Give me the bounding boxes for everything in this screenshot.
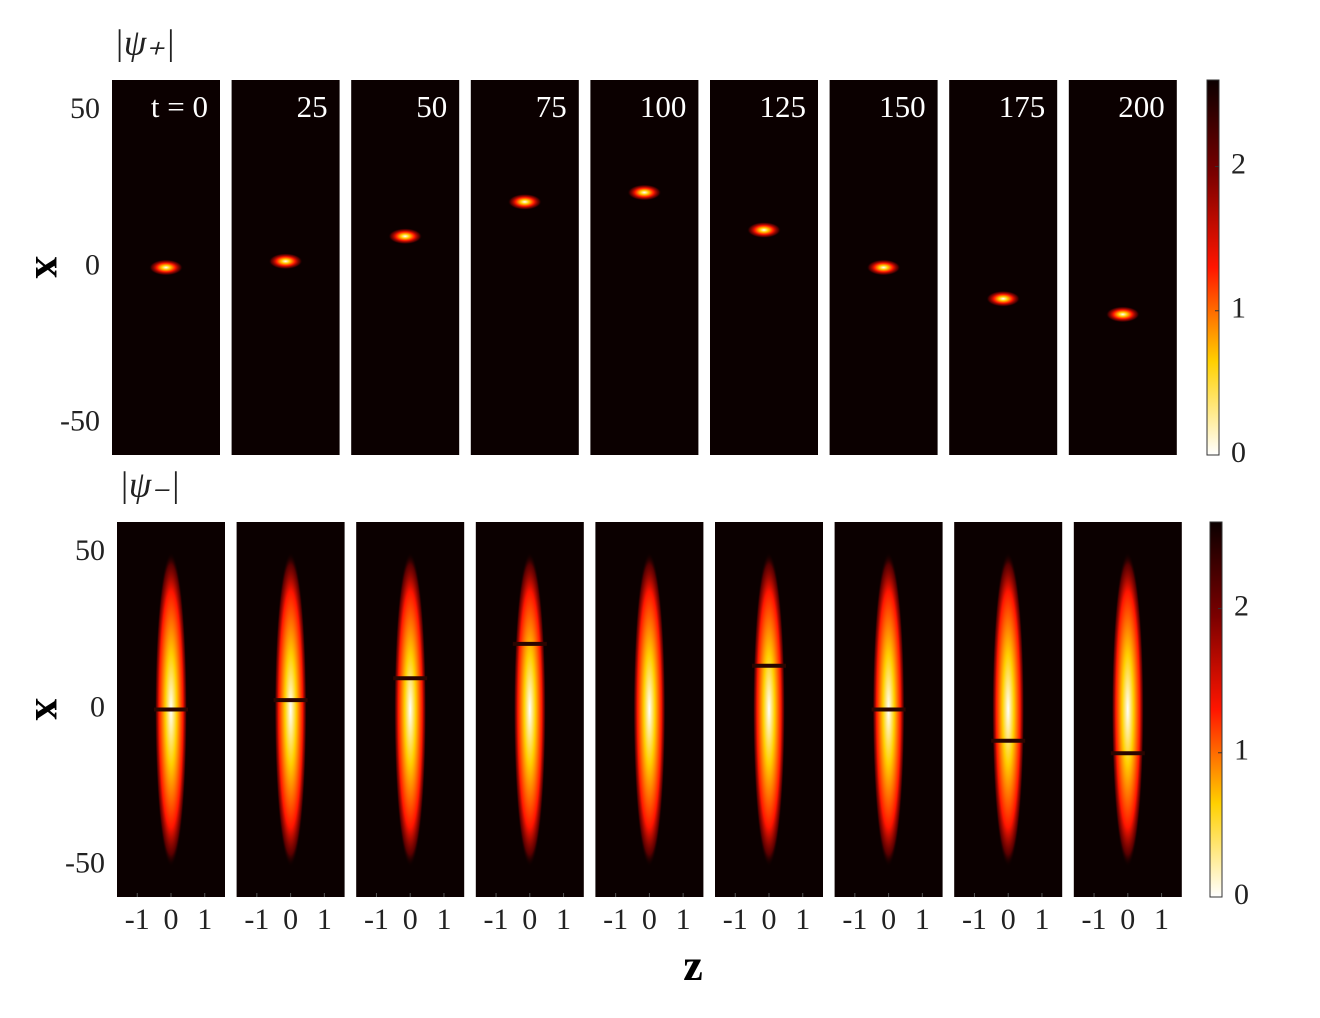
x-tick-label: 0: [1001, 903, 1016, 936]
panel-label: t = 0: [151, 89, 208, 124]
heatmap-panel: [1068, 80, 1177, 455]
colorbar: [1209, 521, 1223, 898]
panel-label: 75: [536, 89, 567, 124]
heatmap-panel: [351, 80, 460, 455]
x-tick-label: 0: [1120, 903, 1135, 936]
y-axis-label: x: [26, 257, 75, 279]
bright-soliton: [986, 290, 1021, 307]
panel-label: 200: [1118, 89, 1165, 124]
bright-soliton: [268, 253, 303, 270]
panel-label: 150: [879, 89, 926, 124]
x-tick-label: 1: [556, 903, 571, 936]
bright-soliton: [866, 259, 901, 276]
x-tick-label: -1: [1082, 903, 1107, 936]
background-band: [992, 552, 1025, 867]
colorbar-tick-label: 1: [1231, 292, 1246, 325]
panel-title: |ψ₋|: [119, 464, 180, 504]
y-tick-label: 0: [85, 248, 100, 281]
dark-soliton: [273, 698, 308, 703]
x-tick-label: 0: [164, 903, 179, 936]
x-tick-label: -1: [842, 903, 867, 936]
x-tick-label: 1: [1034, 903, 1049, 936]
x-tick-label: -1: [723, 903, 748, 936]
y-axis-label: x: [26, 699, 75, 721]
background-band: [394, 552, 427, 867]
dark-soliton: [991, 738, 1026, 743]
x-tick-label: 1: [317, 903, 332, 936]
y-tick-label: -50: [60, 405, 100, 438]
background-band: [1111, 552, 1144, 867]
dark-soliton: [1110, 751, 1145, 756]
x-tick-label: 1: [676, 903, 691, 936]
dark-soliton: [871, 707, 906, 712]
x-tick-label: -1: [244, 903, 269, 936]
x-tick-label: 1: [436, 903, 451, 936]
x-tick-label: -1: [364, 903, 389, 936]
heatmap-panel: [470, 80, 579, 455]
panel-label: 50: [416, 89, 447, 124]
dark-soliton: [512, 641, 547, 646]
colorbar: [1206, 79, 1220, 456]
colorbar-tick-label: 0: [1231, 436, 1246, 469]
x-tick-label: 1: [1154, 903, 1169, 936]
bright-soliton: [507, 193, 542, 210]
panel-label: 25: [297, 89, 328, 124]
y-tick-label: 50: [75, 534, 105, 567]
x-tick-label: -1: [484, 903, 509, 936]
bright-soliton: [627, 184, 662, 201]
background-band: [513, 552, 546, 867]
bright-soliton: [747, 222, 781, 238]
x-tick-label: 0: [642, 903, 657, 936]
y-tick-label: 50: [70, 92, 100, 125]
dark-soliton: [752, 663, 786, 668]
x-tick-label: 1: [915, 903, 930, 936]
colorbar-tick-label: 0: [1234, 878, 1249, 911]
panel-label: 100: [640, 89, 687, 124]
colorbar-tick-label: 1: [1234, 734, 1249, 767]
x-tick-label: -1: [603, 903, 628, 936]
panel-label: 175: [999, 89, 1046, 124]
x-tick-label: 0: [283, 903, 298, 936]
bright-soliton: [1105, 306, 1140, 323]
background-band: [753, 552, 785, 867]
heatmap-panel: [949, 80, 1058, 455]
x-axis-label: z: [683, 941, 703, 990]
x-tick-label: -1: [962, 903, 987, 936]
y-tick-label: 0: [90, 690, 105, 723]
x-tick-label: 0: [881, 903, 896, 936]
background-band: [274, 552, 307, 867]
dark-soliton: [393, 676, 428, 681]
x-tick-label: 1: [795, 903, 810, 936]
bright-soliton: [149, 259, 183, 276]
x-tick-label: -1: [125, 903, 150, 936]
colorbar-tick-label: 2: [1234, 589, 1249, 622]
y-tick-label: -50: [65, 847, 105, 880]
colorbar-tick-label: 2: [1231, 147, 1246, 180]
panel-title: |ψ₊|: [114, 22, 175, 62]
x-tick-label: 0: [522, 903, 537, 936]
heatmap-panel: [590, 80, 699, 455]
x-tick-label: 0: [762, 903, 777, 936]
dark-soliton: [154, 707, 188, 712]
background-band: [633, 552, 666, 867]
x-tick-label: 1: [197, 903, 212, 936]
panel-label: 125: [760, 89, 807, 124]
x-tick-label: 0: [403, 903, 418, 936]
heatmap-panel: [710, 80, 818, 455]
bright-soliton: [388, 228, 423, 245]
